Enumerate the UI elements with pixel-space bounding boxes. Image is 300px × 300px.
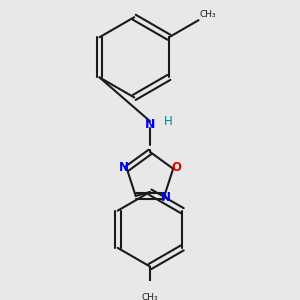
Text: CH₃: CH₃ (142, 293, 158, 300)
Text: N: N (119, 161, 129, 174)
Text: H: H (164, 115, 173, 128)
Text: CH₃: CH₃ (200, 10, 217, 19)
Text: O: O (171, 161, 181, 174)
Text: N: N (145, 118, 155, 131)
Text: N: N (161, 190, 171, 204)
